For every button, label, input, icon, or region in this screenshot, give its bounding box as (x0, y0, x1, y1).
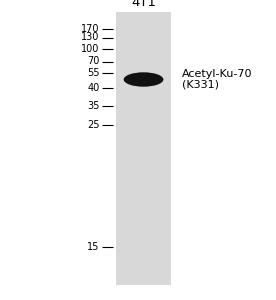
Text: 100: 100 (81, 44, 99, 54)
Text: Acetyl-Ku-70: Acetyl-Ku-70 (182, 69, 253, 79)
Bar (116, 12, 171, 285)
Text: 35: 35 (87, 100, 99, 111)
Text: 55: 55 (87, 68, 99, 78)
Text: 70: 70 (87, 56, 99, 67)
Text: 130: 130 (81, 32, 99, 43)
Text: 40: 40 (87, 83, 99, 93)
Text: 15: 15 (87, 242, 99, 252)
Ellipse shape (124, 72, 163, 87)
Text: (K331): (K331) (182, 80, 219, 90)
Text: 170: 170 (81, 23, 99, 34)
Text: 4T1: 4T1 (131, 0, 156, 9)
Text: 25: 25 (87, 120, 99, 130)
